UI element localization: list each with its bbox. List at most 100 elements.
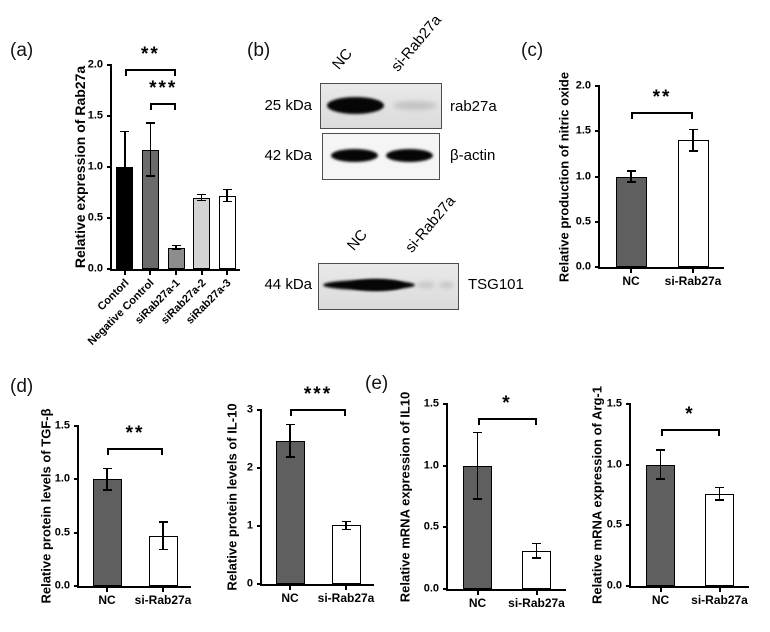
- x-tick-mark: [535, 589, 538, 595]
- x-tick-mark: [345, 584, 347, 590]
- chart-nitric-oxide: Relative production of nitric oxide 0.0 0.…: [557, 71, 724, 288]
- error-bar-cap: [688, 128, 698, 131]
- significance-stars: **: [652, 87, 672, 109]
- bracket-end: [107, 449, 109, 456]
- error-bar-cap: [532, 557, 541, 559]
- protein-label-tsg101: TSG101: [468, 276, 524, 293]
- error-bar: [149, 123, 152, 177]
- bar-nc: [615, 176, 647, 267]
- error-bar-cap: [145, 122, 155, 124]
- y-tick-mark: [443, 464, 448, 467]
- y-tick-label: 1.5: [423, 397, 439, 410]
- error-bar-cap: [473, 498, 482, 500]
- y-tick-mark: [74, 425, 79, 427]
- y-tick-label: 1.0: [54, 472, 70, 485]
- x-tick-label: NC: [622, 274, 640, 288]
- y-tick-label: 1: [246, 519, 253, 532]
- error-bar-cap: [102, 467, 112, 470]
- error-bar: [200, 194, 203, 201]
- error-bar-cap: [120, 201, 130, 204]
- y-tick-mark: [107, 166, 112, 168]
- y-tick-label: 0.0: [575, 260, 591, 273]
- bar-nc: [275, 440, 305, 584]
- error-bar-cap: [171, 244, 181, 247]
- lane-label-si-rab27a-top: si-Rab27a: [387, 11, 445, 76]
- y-tick-label: 0.0: [606, 579, 622, 592]
- band-rab27a-si: [393, 101, 437, 110]
- significance-bracket: [631, 112, 693, 120]
- error-bar-cap: [120, 130, 130, 133]
- x-tick-label: si-Rab27a: [317, 591, 375, 605]
- significance-bracket: [660, 429, 720, 437]
- lane-label-nc-bottom: NC: [343, 226, 371, 254]
- weight-label-44kda: 44 kDa: [264, 276, 312, 293]
- chart-il10-mrna: Relative mRNA expression of IL10 0.0 0.5 1.…: [398, 391, 566, 610]
- y-tick-label: 1.5: [54, 419, 70, 432]
- error-bar-cap: [626, 170, 636, 172]
- y-axis-title: Relative protein levels of IL-10: [224, 403, 240, 591]
- chart-rab27a-expression: Relative expression of Rab27a 0.0 0.5 1.0 1.…: [72, 44, 240, 348]
- y-tick-mark: [626, 463, 631, 466]
- y-tick-label: 1.5: [575, 124, 591, 137]
- y-tick-label: 1.0: [606, 458, 622, 471]
- error-bar: [106, 468, 108, 490]
- significance-stars: ***: [149, 77, 178, 99]
- significance-stars: **: [140, 44, 160, 66]
- panel-label-d: (d): [10, 376, 34, 397]
- error-bar-cap: [171, 248, 181, 251]
- y-tick-mark: [257, 467, 262, 469]
- y-tick-mark: [257, 409, 262, 411]
- y-tick-label: 0.0: [423, 582, 439, 595]
- y-tick-mark: [595, 130, 600, 133]
- significance-stars: ***: [303, 383, 333, 405]
- error-bar: [289, 424, 291, 457]
- error-bar-cap: [688, 150, 698, 152]
- y-axis-title: Relative production of nitric oxide: [556, 71, 572, 282]
- error-bar: [476, 432, 479, 499]
- x-tick-mark: [123, 269, 126, 275]
- x-tick-mark: [149, 269, 152, 275]
- significance-bracket: [124, 69, 176, 77]
- x-tick-mark: [200, 269, 203, 275]
- x-tick-mark: [226, 269, 229, 275]
- x-tick-mark: [106, 586, 108, 592]
- bracket-end: [477, 418, 480, 425]
- y-tick-mark: [595, 220, 600, 223]
- error-bar: [535, 543, 538, 559]
- significance-stars: *: [502, 392, 512, 414]
- bar-nc: [646, 464, 675, 586]
- blot-box-rab27a: [320, 83, 442, 129]
- significance-bracket: [150, 102, 176, 110]
- y-tick-label: 0: [246, 577, 253, 590]
- chart-tgf-beta-protein: Relative protein levels of TGF-β 0.0 0.5 1.…: [39, 408, 192, 607]
- lane-label-nc-top: NC: [328, 45, 356, 73]
- significance-bracket: [477, 417, 537, 425]
- y-axis-title: Relative expression of Rab27a: [72, 65, 88, 269]
- y-tick-label: 2.0: [575, 79, 591, 92]
- x-tick-mark: [162, 586, 164, 592]
- error-bar-cap: [715, 499, 724, 501]
- significance-bracket: [290, 408, 346, 416]
- bracket-end: [631, 113, 633, 120]
- x-tick-mark: [476, 589, 479, 595]
- weight-label-25kda: 25 kDa: [264, 97, 312, 114]
- y-tick-mark: [443, 526, 448, 529]
- error-bar-cap: [285, 456, 295, 458]
- bracket-end: [150, 103, 153, 110]
- bar-nc: [92, 479, 122, 586]
- error-bar: [345, 521, 347, 530]
- blot-box-tsg101: [318, 263, 459, 310]
- y-tick-mark: [595, 175, 600, 178]
- error-bar-cap: [222, 188, 232, 191]
- x-tick-label: NC: [468, 596, 487, 610]
- y-tick-label: 1.0: [423, 459, 439, 472]
- protein-label-rab27a: rab27a: [450, 98, 497, 115]
- protein-label-beta-actin: β-actin: [450, 147, 496, 164]
- y-tick-label: 2: [246, 461, 253, 474]
- significance-stars: **: [125, 423, 145, 445]
- y-tick-label: 0.5: [54, 526, 70, 539]
- x-tick-label: si-Rab27a: [664, 274, 722, 288]
- error-bar-cap: [222, 200, 232, 203]
- y-tick-mark: [74, 478, 79, 481]
